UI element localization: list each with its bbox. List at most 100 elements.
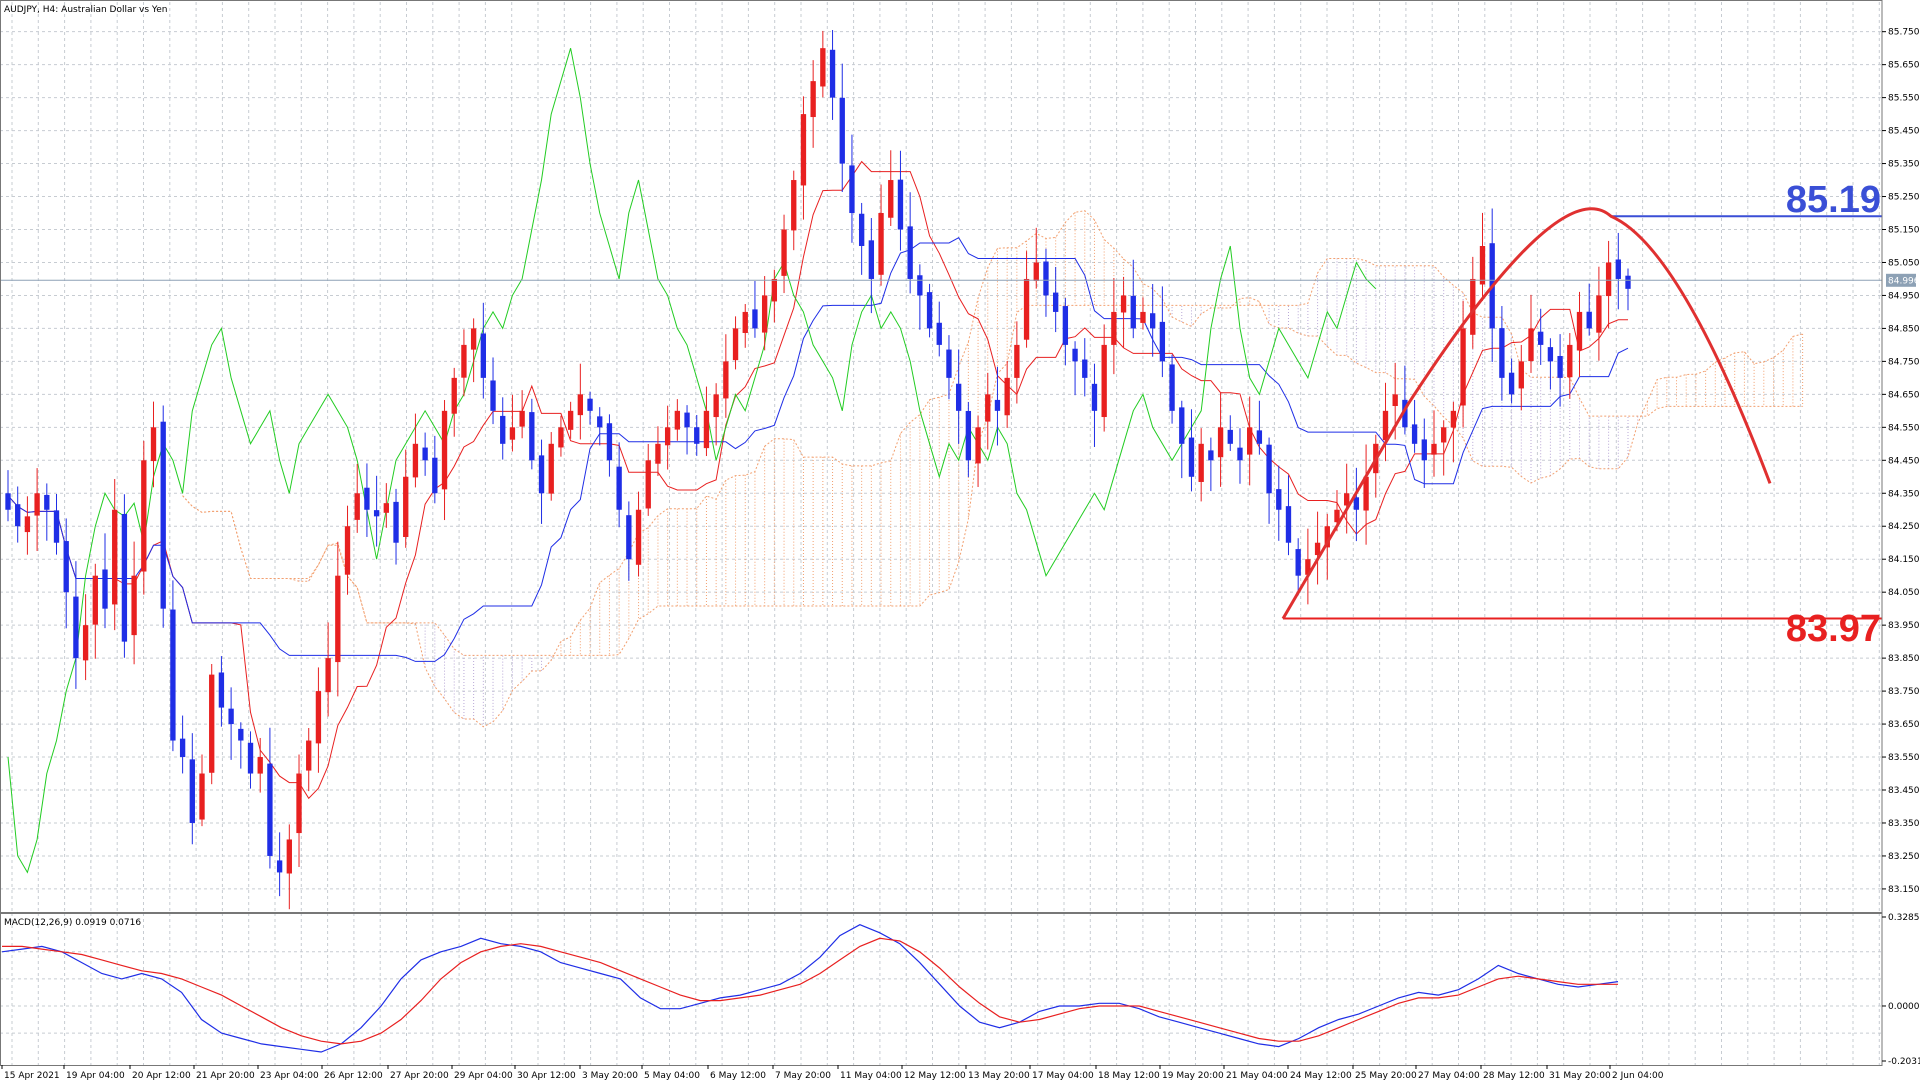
candle-body [15, 504, 21, 527]
candle-body [1179, 407, 1185, 444]
candle-body [577, 394, 584, 416]
candle-body [742, 311, 748, 333]
candle-body [1334, 509, 1340, 523]
candle-body [781, 229, 787, 276]
time-tick-label: 19 May 20:00 [1162, 1071, 1224, 1080]
candle-body [1130, 295, 1136, 329]
price-tick-label: 83.850 [1888, 654, 1920, 664]
time-tick-label: 3 May 20:00 [582, 1071, 638, 1080]
candle-body [1411, 424, 1418, 444]
candle-body [1567, 344, 1573, 378]
candle-body [500, 415, 506, 444]
time-tick-label: 18 May 12:00 [1098, 1071, 1160, 1080]
candle-body [975, 427, 981, 464]
indicator-lines [7, 48, 1629, 874]
time-tick-label: 19 Apr 04:00 [66, 1071, 125, 1080]
price-tick-label: 85.350 [1888, 160, 1920, 170]
candle-body [829, 49, 836, 98]
candle-body [1353, 497, 1360, 510]
candle-body [373, 510, 380, 517]
candle-body [1441, 427, 1447, 443]
candle-body [306, 740, 312, 771]
candle-body [1460, 328, 1466, 406]
candle-body [1082, 359, 1088, 378]
candle-body [63, 541, 69, 593]
candle-body [907, 226, 913, 279]
candle-body [1392, 394, 1398, 407]
price-tick-label: 85.750 [1888, 28, 1920, 38]
time-tick-label: 30 Apr 12:00 [517, 1071, 576, 1080]
candle-body [1576, 311, 1583, 351]
current-price-tag [1886, 273, 1916, 287]
candle-body [1518, 361, 1524, 389]
candle-body [1043, 261, 1049, 296]
time-tick-label: 20 Apr 12:00 [132, 1071, 191, 1080]
candle-body [403, 476, 409, 537]
candle-body [73, 596, 79, 659]
candle-body [1217, 427, 1224, 458]
time-tick-label: 11 May 04:00 [840, 1071, 902, 1080]
candle-body [490, 380, 496, 411]
candle-body [1596, 295, 1602, 333]
time-tick-label: 21 May 04:00 [1226, 1071, 1288, 1080]
candle-body [1188, 437, 1195, 477]
candle-body [538, 455, 545, 494]
time-tick-label: 6 May 12:00 [710, 1071, 766, 1080]
time-tick-label: 27 May 04:00 [1418, 1071, 1480, 1080]
time-tick-label: 26 Apr 12:00 [324, 1071, 383, 1080]
candle-body [228, 708, 234, 725]
candle-body [1382, 410, 1389, 441]
candle-body [587, 398, 593, 411]
candle-body [519, 410, 525, 427]
price-tick-label: 85.150 [1888, 226, 1920, 236]
candle-body [664, 427, 671, 446]
candle-body [257, 757, 263, 774]
candle-body [655, 443, 661, 464]
candle-body [635, 509, 642, 565]
time-tick-label: 12 May 12:00 [904, 1071, 966, 1080]
candle-body [364, 487, 370, 510]
candle-body [946, 349, 952, 378]
time-tick-label: 13 May 20:00 [968, 1071, 1030, 1080]
candle-body [529, 412, 535, 461]
price-tick-label: 85.650 [1888, 61, 1920, 71]
candle-body [1470, 278, 1476, 335]
candle-body [1266, 444, 1272, 494]
candle-body [897, 179, 904, 230]
candle-body [199, 773, 205, 820]
annotations [0, 207, 1882, 620]
candle-body [1615, 259, 1621, 279]
candle-body [771, 278, 778, 302]
price-tick-label: 83.350 [1888, 819, 1920, 829]
candle-body [1508, 372, 1515, 395]
macd-tick-label: 0.3285 [1888, 913, 1920, 923]
price-tick-label: 83.250 [1888, 852, 1920, 862]
macd-signal-line [2, 937, 1618, 1045]
candle-body [1120, 295, 1127, 313]
candle-body [315, 691, 322, 744]
candle-body [1402, 399, 1408, 428]
candle-body [839, 97, 845, 164]
candle-body [1256, 430, 1263, 444]
candle-body [1237, 447, 1243, 461]
candle-body [1344, 493, 1350, 506]
candle-body [1557, 355, 1563, 378]
candles [5, 30, 1631, 910]
price-tick-label: 83.950 [1888, 621, 1920, 631]
candle-body [5, 493, 11, 510]
price-tick-label: 84.750 [1888, 357, 1920, 367]
time-tick-label: 28 May 12:00 [1483, 1071, 1545, 1080]
candle-body [1625, 275, 1631, 289]
candle-body [102, 569, 108, 609]
chart-title: AUDJPY, H4: Australian Dollar vs Yen [4, 5, 167, 15]
candle-body [470, 328, 477, 350]
price-axis: 85.750 85.650 85.550 85.450 85.350 85.250 85.1… [1882, 28, 1920, 1067]
candle-body [645, 460, 651, 509]
candle-body [713, 394, 719, 418]
candle-body [131, 575, 137, 636]
candle-body [955, 383, 962, 411]
candle-body [1198, 443, 1204, 482]
price-tick-label: 83.550 [1888, 753, 1920, 763]
